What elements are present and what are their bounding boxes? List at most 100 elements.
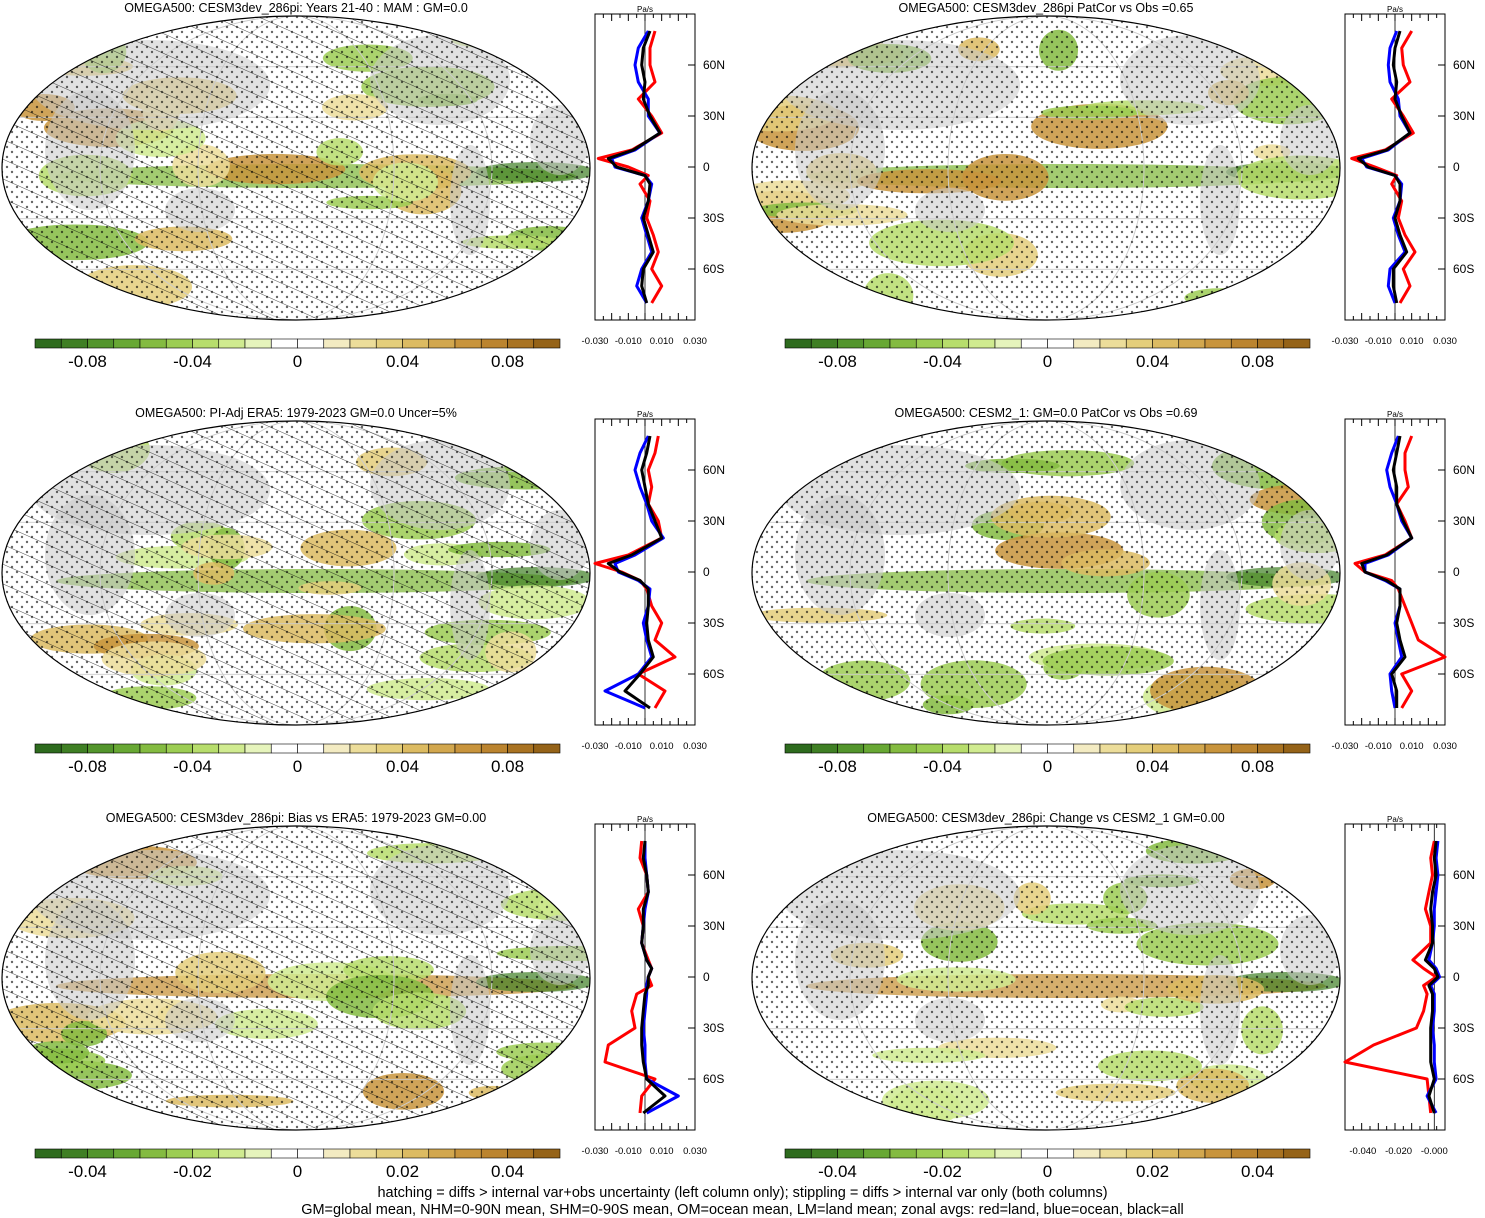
- colorbar-tick-label: 0.04: [1136, 352, 1169, 371]
- zonal-frame: [1344, 823, 1446, 1131]
- lat-tick-label: 60N: [1453, 58, 1475, 72]
- colorbar-swatch: [428, 1148, 456, 1159]
- colorbar-swatch: [1178, 743, 1206, 754]
- colorbar-swatch: [1178, 1148, 1206, 1159]
- zonal-mean-plot: Pa/s 60N 30N 0 30S 60S -0.030 -0.010 0.010 0.030: [582, 815, 725, 1157]
- colorbar-swatch: [1204, 1148, 1232, 1159]
- colorbar-swatch: [34, 743, 62, 754]
- map-outline: [1, 420, 591, 726]
- colorbar-swatch: [375, 338, 403, 349]
- lat-tick-label: 30S: [703, 616, 724, 630]
- colorbar-swatch: [507, 743, 535, 754]
- colorbar-tick-label: -0.04: [818, 1162, 857, 1181]
- colorbar-swatch: [1125, 1148, 1153, 1159]
- map-field: [2, 16, 590, 320]
- colorbar-swatch: [784, 338, 812, 349]
- lat-tick-label: 30N: [703, 109, 725, 123]
- colorbar-swatch: [915, 743, 943, 754]
- stippling: [752, 826, 1340, 1130]
- x-tick-label: -0.010: [1365, 336, 1392, 347]
- hatching: [2, 421, 590, 725]
- colorbar-swatch: [1073, 1148, 1101, 1159]
- x-tick-label: 0.030: [683, 1146, 707, 1157]
- colorbar-swatch: [1257, 1148, 1285, 1159]
- colorbar-swatch: [1099, 1148, 1127, 1159]
- x-tick-label: 0.010: [650, 1146, 674, 1157]
- colorbar-swatch: [1099, 338, 1127, 349]
- map-outline: [1, 825, 591, 1131]
- colorbar-swatch: [60, 338, 88, 349]
- lat-tick-label: 60N: [703, 868, 725, 882]
- lat-tick-label: 30S: [703, 211, 724, 225]
- hatching: [2, 826, 590, 1130]
- colorbar-swatch: [1047, 743, 1075, 754]
- colorbar-swatch: [533, 1148, 561, 1159]
- panel-title: OMEGA500: CESM3dev_286pi PatCor vs Obs =…: [899, 1, 1194, 15]
- lat-tick-label: 60N: [703, 463, 725, 477]
- stippling: [752, 421, 1340, 725]
- colorbar-swatch: [994, 1148, 1022, 1159]
- colorbar-tick-label: 0.04: [386, 352, 419, 371]
- lat-tick-label: 0: [703, 160, 710, 174]
- colorbar-swatch: [244, 1148, 272, 1159]
- colorbar-swatch: [1125, 338, 1153, 349]
- colorbar-tick-label: 0: [1043, 352, 1052, 371]
- lat-tick-label: 30N: [703, 919, 725, 933]
- x-tick-label: -0.010: [615, 336, 642, 347]
- panel-6: OMEGA500: CESM3dev_286pi: Change vs CESM…: [751, 811, 1475, 1181]
- ascent-region: [1259, 287, 1340, 313]
- lat-tick-label: 0: [1453, 970, 1460, 984]
- colorbar-swatch: [1230, 1148, 1258, 1159]
- lat-tick-label: 30N: [1453, 109, 1475, 123]
- colorbar: -0.08 -0.04 0 0.04 0.08: [784, 743, 1311, 776]
- colorbar-swatch: [837, 338, 865, 349]
- panel-5: OMEGA500: CESM3dev_286pi: Bias vs ERA5: …: [1, 811, 725, 1181]
- x-tick-label: -0.030: [1332, 336, 1359, 347]
- lat-tick-label: 60S: [1453, 262, 1474, 276]
- panel-2: OMEGA500: CESM3dev_286pi PatCor vs Obs =…: [751, 1, 1475, 371]
- colorbar-tick-label: 0: [293, 352, 302, 371]
- descent-region: [546, 57, 590, 83]
- colorbar-swatch: [454, 1148, 482, 1159]
- colorbar-swatch: [402, 1148, 430, 1159]
- colorbar-swatch: [1152, 338, 1180, 349]
- lat-tick-label: 60S: [1453, 1072, 1474, 1086]
- colorbar-swatch: [915, 1148, 943, 1159]
- zonal-mean-plot: Pa/s 60N 30N 0 30S 60S -0.040 -0.020 -0.000: [1343, 815, 1475, 1157]
- colorbar-tick-label: -0.02: [173, 1162, 212, 1181]
- colorbar-tick-label: 0.08: [491, 352, 524, 371]
- colorbar-swatch: [349, 338, 377, 349]
- colorbar-swatch: [1152, 1148, 1180, 1159]
- colorbar-swatch: [428, 338, 456, 349]
- panel-title: OMEGA500: CESM3dev_286pi: Years 21-40 : …: [124, 1, 468, 15]
- zonal-mean-plot: Pa/s 60N 30N 0 30S 60S -0.030 -0.010 0.010 0.030: [1332, 5, 1475, 347]
- colorbar-swatch: [402, 743, 430, 754]
- colorbar-swatch: [863, 338, 891, 349]
- colorbar-tick-label: -0.04: [173, 352, 212, 371]
- x-tick-label: 0.030: [1433, 336, 1457, 347]
- colorbar-swatch: [1047, 338, 1075, 349]
- zonal-units: Pa/s: [1387, 410, 1403, 419]
- colorbar-swatch: [87, 338, 115, 349]
- x-tick-label: -0.010: [615, 1146, 642, 1157]
- map-field: [2, 826, 590, 1130]
- hatching: [2, 16, 590, 320]
- lat-tick-label: 30N: [1453, 919, 1475, 933]
- panel-3: OMEGA500: PI-Adj ERA5: 1979-2023 GM=0.0 …: [1, 406, 725, 776]
- colorbar-swatch: [1204, 743, 1232, 754]
- colorbar-swatch: [1257, 743, 1285, 754]
- ascent-region: [752, 449, 795, 480]
- colorbar-swatch: [113, 743, 141, 754]
- all-zonal-line: [1423, 840, 1440, 1114]
- colorbar-swatch: [1283, 743, 1311, 754]
- lat-tick-label: 30S: [1453, 616, 1474, 630]
- all-zonal-line: [606, 435, 664, 710]
- footnote-line-2: GM=global mean, NHM=0-90N mean, SHM=0-90…: [301, 1202, 1184, 1218]
- footnote-line-1: hatching = diffs > internal var+obs unce…: [377, 1185, 1108, 1201]
- lat-tick-label: 60N: [1453, 463, 1475, 477]
- land-zonal-line: [1343, 840, 1438, 1114]
- colorbar-swatch: [1073, 743, 1101, 754]
- colorbar-swatch: [863, 743, 891, 754]
- lat-tick-label: 60S: [703, 667, 724, 681]
